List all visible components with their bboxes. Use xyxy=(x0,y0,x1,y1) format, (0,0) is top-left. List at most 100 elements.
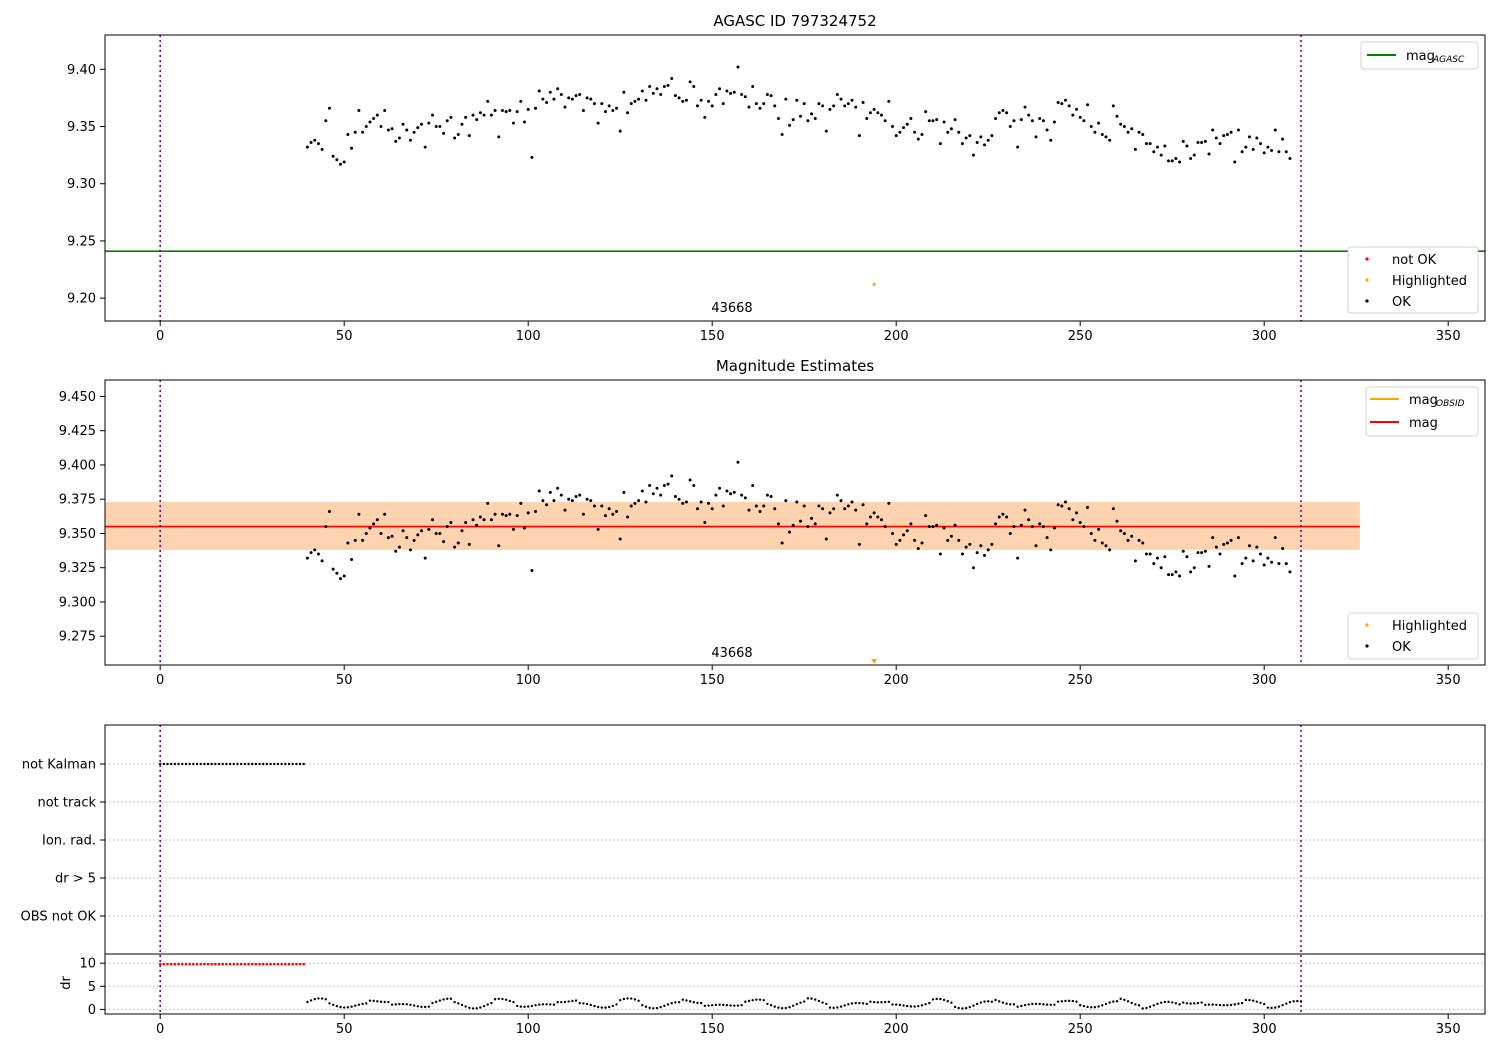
ok-point xyxy=(681,99,685,103)
panel1-title: AGASC ID 797324752 xyxy=(713,12,876,30)
ok-point xyxy=(828,107,832,111)
ok-point xyxy=(331,154,335,158)
panel3-xtick-label: 100 xyxy=(516,1022,541,1037)
ok-point xyxy=(975,551,979,555)
dr-ok-point xyxy=(777,1006,780,1009)
ok-point xyxy=(423,145,427,149)
dr-ok-point xyxy=(1027,1003,1030,1006)
ok-point xyxy=(1141,133,1145,137)
ok-point xyxy=(383,512,387,516)
flag-point xyxy=(225,762,228,766)
dr-ok-point xyxy=(968,1005,971,1009)
ok-point xyxy=(1155,556,1159,560)
dr-ok-point xyxy=(585,1002,589,1006)
ok-point xyxy=(364,531,368,535)
ok-point xyxy=(335,158,339,162)
ok-point xyxy=(397,136,401,140)
ok-point xyxy=(703,521,707,524)
ok-point xyxy=(607,104,611,108)
dr-notok-point xyxy=(243,962,247,966)
dr-ok-point xyxy=(1060,1000,1064,1003)
dr-ok-point xyxy=(534,1004,537,1007)
panel-agasc: AGASC ID 797324752 0 50 100 150 200 250 300 350… xyxy=(67,12,1486,344)
ok-point xyxy=(835,493,839,497)
dr-ok-point xyxy=(427,1005,431,1008)
dr-ok-point xyxy=(497,997,500,1000)
ok-point xyxy=(659,92,663,96)
ok-point xyxy=(795,98,799,102)
ok-point xyxy=(1203,139,1207,143)
dr-ok-point xyxy=(839,1005,843,1008)
dr-ok-point xyxy=(703,1004,707,1008)
panel2-xtick-label: 250 xyxy=(1068,673,1093,688)
dr-ok-point xyxy=(714,1003,718,1007)
ok-point xyxy=(578,92,582,96)
ok-point xyxy=(556,87,560,91)
ok-point xyxy=(957,538,961,542)
ok-point xyxy=(931,525,935,529)
dr-notok-point xyxy=(221,962,225,966)
ok-point xyxy=(1144,552,1148,556)
ok-point xyxy=(971,566,975,570)
dr-ok-point xyxy=(479,1006,482,1009)
panel1-ytick-label: 9.20 xyxy=(67,292,96,307)
ok-point xyxy=(508,109,512,113)
dr-notok-point xyxy=(295,962,298,966)
flag-point xyxy=(166,762,169,766)
ok-point xyxy=(913,130,917,134)
ok-point xyxy=(489,113,493,117)
panel2-ytick-label: 9.275 xyxy=(59,630,96,645)
ok-point xyxy=(780,133,784,137)
ok-point xyxy=(445,525,449,529)
flag-point xyxy=(170,762,173,766)
ok-point xyxy=(548,490,552,494)
ok-point xyxy=(1266,556,1270,560)
ok-point xyxy=(802,504,806,508)
panel2-legend-mag-label: mag xyxy=(1409,416,1438,431)
panel1-legend-ok: OK xyxy=(1392,295,1411,310)
ok-point xyxy=(754,504,758,508)
dr-ok-point xyxy=(1178,1003,1181,1006)
panel2-xtick-label: 300 xyxy=(1252,673,1277,688)
dr-ok-point xyxy=(372,999,375,1003)
ok-point xyxy=(964,136,968,140)
ok-point xyxy=(320,559,324,563)
ok-point xyxy=(1185,555,1189,559)
panel2-ytick-label: 9.300 xyxy=(59,595,96,610)
flag-point xyxy=(251,762,254,766)
dr-ok-point xyxy=(339,1005,342,1009)
flag-point xyxy=(302,762,305,766)
dr-ok-point xyxy=(961,1007,964,1010)
ok-point xyxy=(960,142,964,146)
dr-notok-point xyxy=(298,962,302,966)
dr-ok-point xyxy=(412,1004,416,1007)
panel2-xtick-label: 100 xyxy=(516,673,541,688)
ok-point xyxy=(596,121,600,125)
dr-ok-point xyxy=(1086,1005,1089,1009)
ok-point xyxy=(581,512,585,516)
ok-point xyxy=(670,474,674,478)
dr-ok-point xyxy=(1049,1003,1052,1006)
dr-ok-point xyxy=(1071,999,1075,1003)
flag-row-label: not Kalman xyxy=(22,758,96,773)
ok-point xyxy=(1122,531,1126,535)
flag-point xyxy=(254,762,258,766)
dr-ok-point xyxy=(766,1002,769,1006)
ok-point xyxy=(313,548,317,552)
ok-point xyxy=(1211,128,1215,132)
ok-point xyxy=(500,512,504,516)
ok-point xyxy=(762,504,766,508)
ok-point xyxy=(405,536,409,540)
dr-ok-point xyxy=(1119,997,1122,1001)
dr-ok-point xyxy=(699,1001,703,1005)
dr-notok-point xyxy=(239,962,243,966)
dr-ok-point xyxy=(670,1001,673,1005)
dr-ok-point xyxy=(931,998,935,1001)
ok-point xyxy=(773,507,777,511)
ok-point xyxy=(357,512,361,516)
dr-ok-point xyxy=(1263,1002,1266,1006)
dr-ok-point xyxy=(1171,1001,1174,1004)
dr-ok-point xyxy=(1244,998,1248,1002)
ok-point xyxy=(975,141,979,145)
flag-row-label: OBS not OK xyxy=(21,910,97,925)
